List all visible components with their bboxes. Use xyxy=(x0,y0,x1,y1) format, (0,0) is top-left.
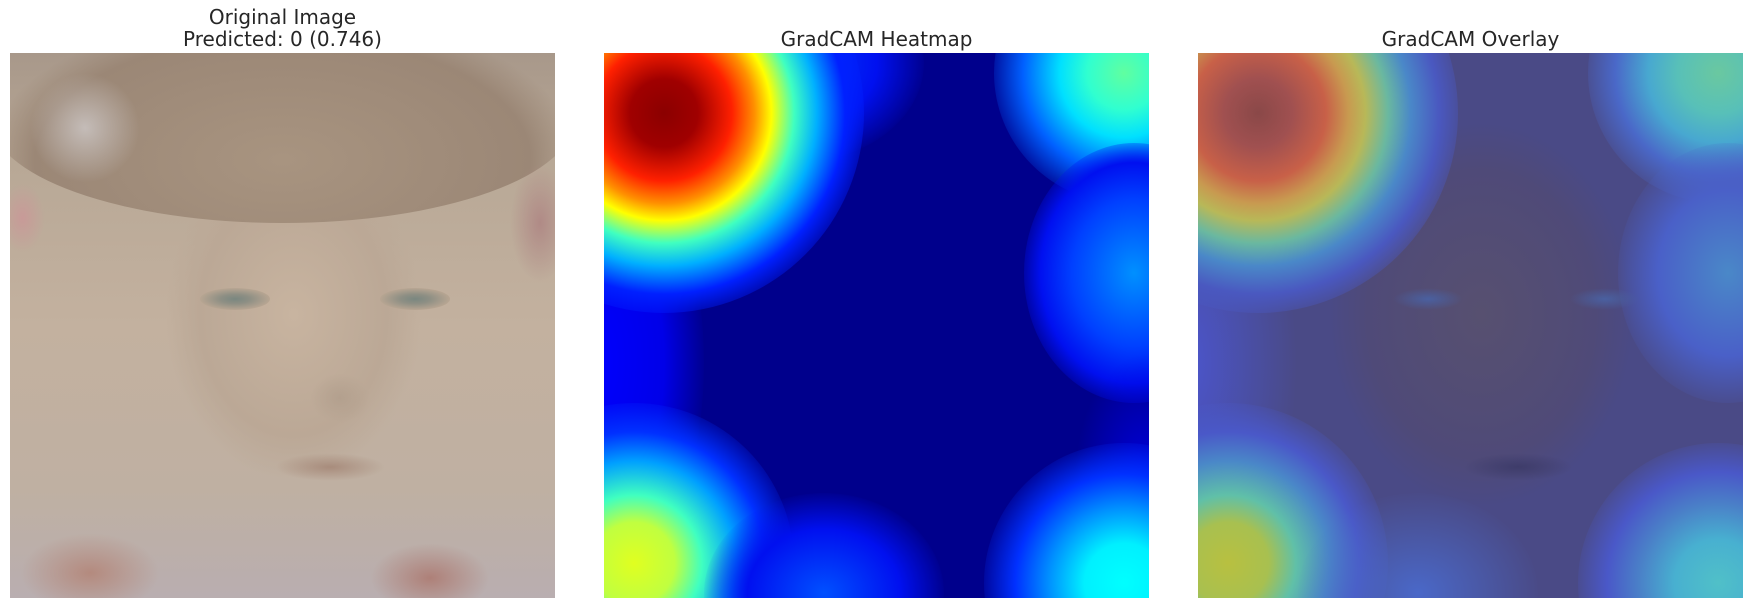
gradcam-overlay xyxy=(1198,53,1743,598)
original-image-panel: Original Image Predicted: 0 (0.746) xyxy=(10,0,555,609)
original-image xyxy=(10,53,555,598)
original-image-title: Original Image xyxy=(208,5,357,29)
gradcam-heatmap-title: GradCAM Heatmap xyxy=(780,27,973,51)
gradcam-overlay-panel: GradCAM Overlay xyxy=(1198,0,1743,609)
gradcam-heatmap xyxy=(604,53,1149,598)
gradcam-heatmap-panel: GradCAM Heatmap xyxy=(604,0,1149,609)
prediction-label: Predicted: 0 (0.746) xyxy=(183,27,382,51)
gradcam-overlay-title: GradCAM Overlay xyxy=(1381,27,1560,51)
